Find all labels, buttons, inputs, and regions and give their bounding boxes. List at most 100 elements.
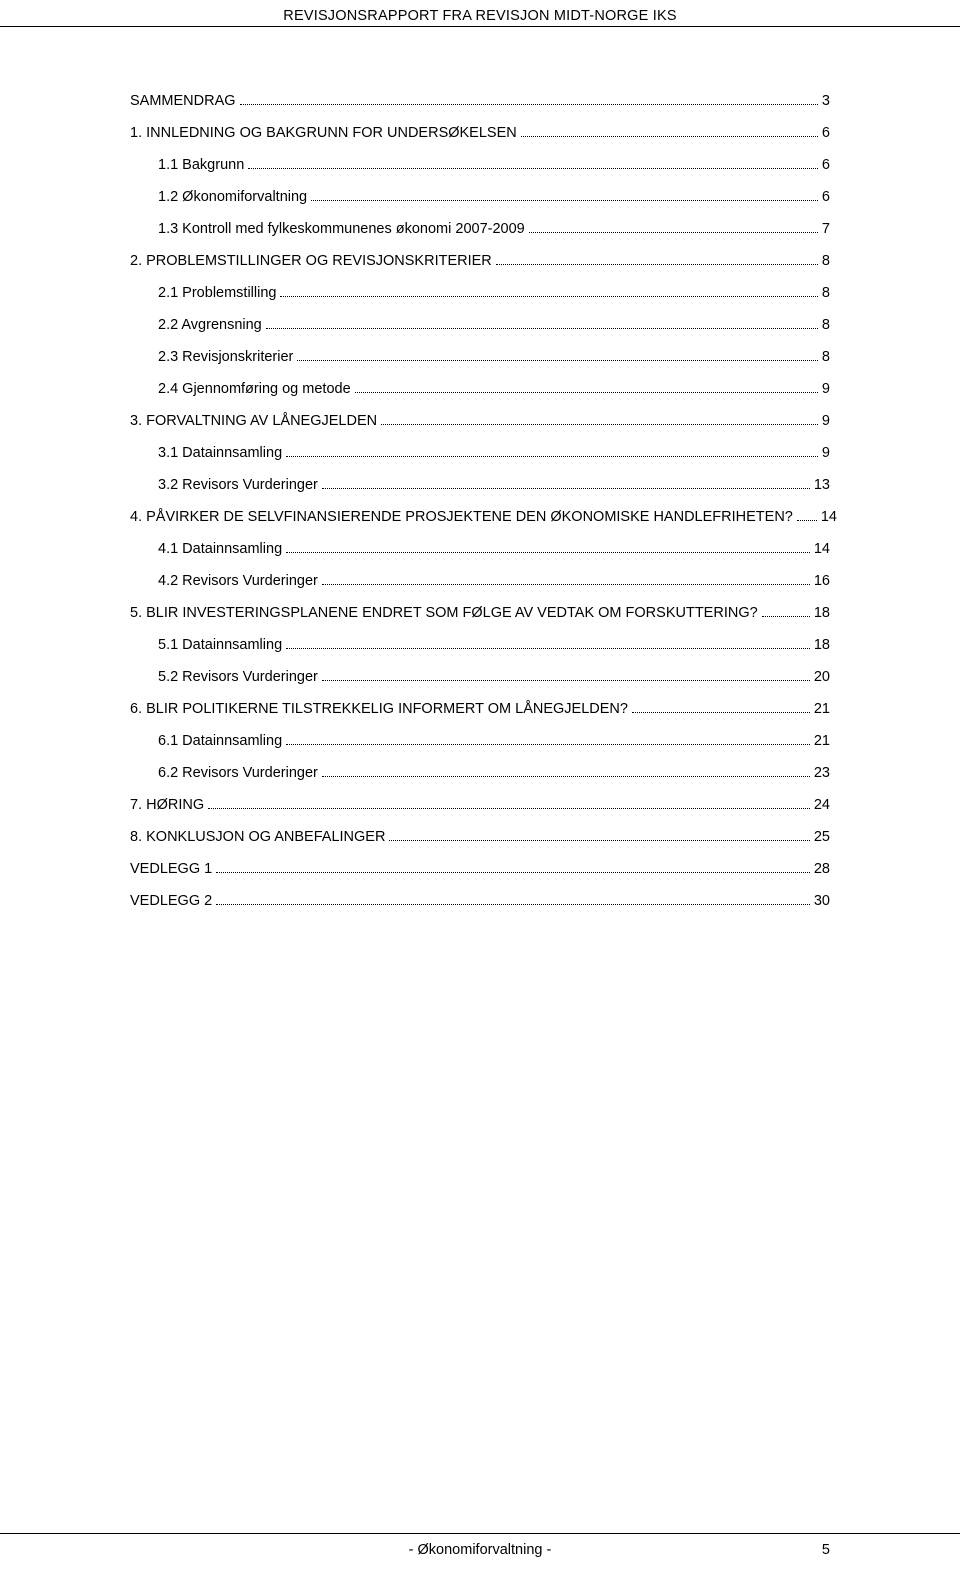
toc-entry: 6.1 Datainnsamling 21 bbox=[130, 733, 830, 749]
toc-entry: 4. PÅVIRKER DE SELVFINANSIERENDE PROSJEK… bbox=[130, 509, 830, 525]
toc-label: 1.3 Kontroll med fylkeskommunenes økonom… bbox=[158, 221, 525, 237]
header-text: REVISJONSRAPPORT FRA REVISJON MIDT-NORGE… bbox=[283, 8, 676, 24]
toc-entry: 2.1 Problemstilling 8 bbox=[130, 285, 830, 301]
toc-page: 8 bbox=[822, 349, 830, 365]
toc-entry: SAMMENDRAG 3 bbox=[130, 93, 830, 109]
toc-page: 20 bbox=[814, 669, 830, 685]
toc-page: 14 bbox=[814, 541, 830, 557]
toc-label: 1. INNLEDNING OG BAKGRUNN FOR UNDERSØKEL… bbox=[130, 125, 517, 141]
toc-entry: 1.2 Økonomiforvaltning 6 bbox=[130, 189, 830, 205]
toc-leader bbox=[355, 384, 818, 393]
toc-page: 16 bbox=[814, 573, 830, 589]
toc-label: 2.1 Problemstilling bbox=[158, 285, 276, 301]
toc-entry: 5. BLIR INVESTERINGSPLANENE ENDRET SOM F… bbox=[130, 605, 830, 621]
toc-entry: 6. BLIR POLITIKERNE TILSTREKKELIG INFORM… bbox=[130, 701, 830, 717]
toc-page: 30 bbox=[814, 893, 830, 909]
toc-label: 2.4 Gjennomføring og metode bbox=[158, 381, 351, 397]
toc-entry: 1. INNLEDNING OG BAKGRUNN FOR UNDERSØKEL… bbox=[130, 125, 830, 141]
toc-entry: 2.2 Avgrensning 8 bbox=[130, 317, 830, 333]
toc-page: 9 bbox=[822, 381, 830, 397]
toc-entry: 5.2 Revisors Vurderinger 20 bbox=[130, 669, 830, 685]
toc-page: 8 bbox=[822, 285, 830, 301]
toc-page: 9 bbox=[822, 445, 830, 461]
toc-page: 13 bbox=[814, 477, 830, 493]
toc-entry: 3.2 Revisors Vurderinger 13 bbox=[130, 477, 830, 493]
toc-label: 3.2 Revisors Vurderinger bbox=[158, 477, 318, 493]
toc-page: 3 bbox=[822, 93, 830, 109]
toc-page: 8 bbox=[822, 317, 830, 333]
toc-page: 18 bbox=[814, 605, 830, 621]
toc-leader bbox=[797, 512, 817, 521]
toc-leader bbox=[286, 736, 810, 745]
toc-entry: VEDLEGG 230 bbox=[130, 893, 830, 909]
toc-page: 21 bbox=[814, 733, 830, 749]
toc-entry: 1.1 Bakgrunn 6 bbox=[130, 157, 830, 173]
toc-entry: 2.4 Gjennomføring og metode 9 bbox=[130, 381, 830, 397]
toc-leader bbox=[208, 800, 810, 809]
toc-label: 6.2 Revisors Vurderinger bbox=[158, 765, 318, 781]
toc-label: 5.2 Revisors Vurderinger bbox=[158, 669, 318, 685]
toc-label: VEDLEGG 1 bbox=[130, 861, 212, 877]
toc-leader bbox=[286, 544, 810, 553]
toc-leader bbox=[529, 224, 818, 233]
toc-page: 23 bbox=[814, 765, 830, 781]
toc-label: 5. BLIR INVESTERINGSPLANENE ENDRET SOM F… bbox=[130, 605, 758, 621]
page-footer: - Økonomiforvaltning - bbox=[0, 1533, 960, 1558]
footer-rule bbox=[0, 1533, 960, 1534]
toc-label: 2.2 Avgrensning bbox=[158, 317, 262, 333]
toc-entry: 3.1 Datainnsamling 9 bbox=[130, 445, 830, 461]
page-number: 5 bbox=[822, 1542, 830, 1558]
toc-container: SAMMENDRAG 3 1. INNLEDNING OG BAKGRUNN FOR… bbox=[0, 33, 960, 909]
page-header: REVISJONSRAPPORT FRA REVISJON MIDT-NORGE… bbox=[0, 0, 960, 33]
toc-leader bbox=[521, 128, 818, 137]
toc-label: 7. HØRING bbox=[130, 797, 204, 813]
header-rule bbox=[0, 26, 960, 27]
toc-entry: VEDLEGG 1 28 bbox=[130, 861, 830, 877]
toc-leader bbox=[322, 672, 810, 681]
toc-leader bbox=[297, 352, 818, 361]
toc-entry: 8. KONKLUSJON OG ANBEFALINGER25 bbox=[130, 829, 830, 845]
toc-page: 18 bbox=[814, 637, 830, 653]
toc-leader bbox=[632, 704, 810, 713]
toc-label: 2.3 Revisjonskriterier bbox=[158, 349, 293, 365]
toc-leader bbox=[389, 832, 809, 841]
toc-leader bbox=[322, 480, 810, 489]
toc-label: 6. BLIR POLITIKERNE TILSTREKKELIG INFORM… bbox=[130, 701, 628, 717]
toc-page: 7 bbox=[822, 221, 830, 237]
toc-label: 2. PROBLEMSTILLINGER OG REVISJONSKRITERI… bbox=[130, 253, 492, 269]
toc-entry: 5.1 Datainnsamling 18 bbox=[130, 637, 830, 653]
toc-page: 25 bbox=[814, 829, 830, 845]
toc-label: 6.1 Datainnsamling bbox=[158, 733, 282, 749]
toc-entry: 4.2 Revisors Vurderinger16 bbox=[130, 573, 830, 589]
toc-leader bbox=[311, 192, 818, 201]
toc-page: 24 bbox=[814, 797, 830, 813]
toc-entry: 7. HØRING 24 bbox=[130, 797, 830, 813]
toc-label: 3. FORVALTNING AV LÅNEGJELDEN bbox=[130, 413, 377, 429]
toc-label: 4.1 Datainnsamling bbox=[158, 541, 282, 557]
toc-label: 5.1 Datainnsamling bbox=[158, 637, 282, 653]
toc-leader bbox=[322, 576, 810, 585]
toc-label: 1.2 Økonomiforvaltning bbox=[158, 189, 307, 205]
toc-entry: 6.2 Revisors Vurderinger 23 bbox=[130, 765, 830, 781]
toc-label: 4. PÅVIRKER DE SELVFINANSIERENDE PROSJEK… bbox=[130, 509, 793, 525]
toc-leader bbox=[248, 160, 818, 169]
toc-entry: 3. FORVALTNING AV LÅNEGJELDEN 9 bbox=[130, 413, 830, 429]
toc-page: 21 bbox=[814, 701, 830, 717]
toc-page: 6 bbox=[822, 157, 830, 173]
toc-page: 6 bbox=[822, 189, 830, 205]
toc-leader bbox=[381, 416, 818, 425]
toc-page: 6 bbox=[822, 125, 830, 141]
toc-label: SAMMENDRAG bbox=[130, 93, 236, 109]
toc-page: 9 bbox=[822, 413, 830, 429]
toc-label: 3.1 Datainnsamling bbox=[158, 445, 282, 461]
toc-entry: 1.3 Kontroll med fylkeskommunenes økonom… bbox=[130, 221, 830, 237]
toc-leader bbox=[322, 768, 810, 777]
toc-leader bbox=[286, 448, 818, 457]
toc-entry: 2. PROBLEMSTILLINGER OG REVISJONSKRITERI… bbox=[130, 253, 830, 269]
toc-label: 1.1 Bakgrunn bbox=[158, 157, 244, 173]
toc-page: 8 bbox=[822, 253, 830, 269]
toc-leader bbox=[762, 608, 810, 617]
toc-page: 28 bbox=[814, 861, 830, 877]
toc-page: 14 bbox=[821, 509, 837, 525]
toc-leader bbox=[266, 320, 818, 329]
